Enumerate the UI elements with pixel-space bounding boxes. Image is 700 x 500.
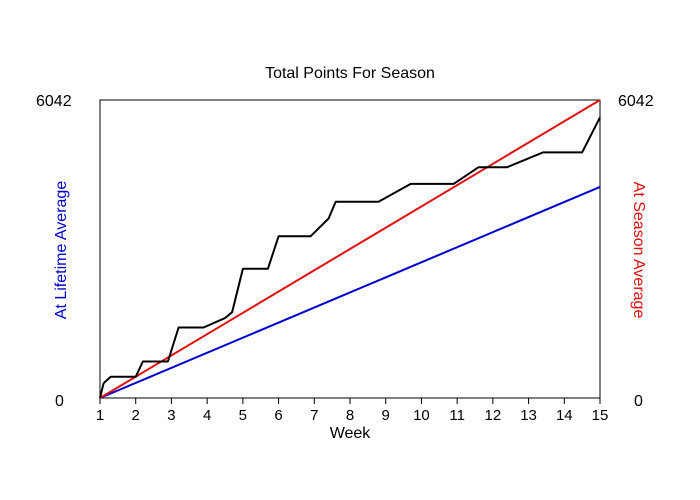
- x-tick-label: 14: [556, 407, 573, 424]
- x-tick-layer: 1 2 3 4 5 6 7 8 9 10 11 12 13 14 15: [96, 398, 609, 424]
- chart-title: Total Points For Season: [265, 65, 435, 82]
- x-tick-label: 4: [203, 407, 211, 424]
- y-right-max-label: 6042: [618, 93, 654, 110]
- x-tick-label: 9: [382, 407, 390, 424]
- series-line-actual: [99, 116, 601, 399]
- y-left-max-label: 6042: [36, 93, 72, 110]
- series-line-season: [99, 99, 601, 399]
- series-layer: [99, 99, 601, 399]
- y-right-min-label: 0: [634, 393, 643, 410]
- y-axis-right-label: At Season Average: [630, 182, 647, 319]
- x-tick-label: 5: [239, 407, 247, 424]
- x-tick-label: 8: [346, 407, 354, 424]
- x-tick-label: 13: [520, 407, 537, 424]
- y-axis-left-label: At Lifetime Average: [53, 181, 70, 320]
- x-tick-label: 2: [132, 407, 140, 424]
- x-tick-label: 7: [310, 407, 318, 424]
- x-tick-label: 10: [413, 407, 430, 424]
- x-tick-label: 11: [449, 407, 465, 424]
- series-line-lifetime: [99, 185, 601, 399]
- x-axis-label: Week: [330, 425, 372, 442]
- x-tick-label: 15: [592, 407, 609, 424]
- y-left-min-label: 0: [55, 393, 64, 410]
- x-tick-label: 12: [485, 407, 502, 424]
- x-tick-label: 1: [96, 407, 104, 424]
- x-tick-label: 3: [167, 407, 175, 424]
- x-tick-label: 6: [274, 407, 282, 424]
